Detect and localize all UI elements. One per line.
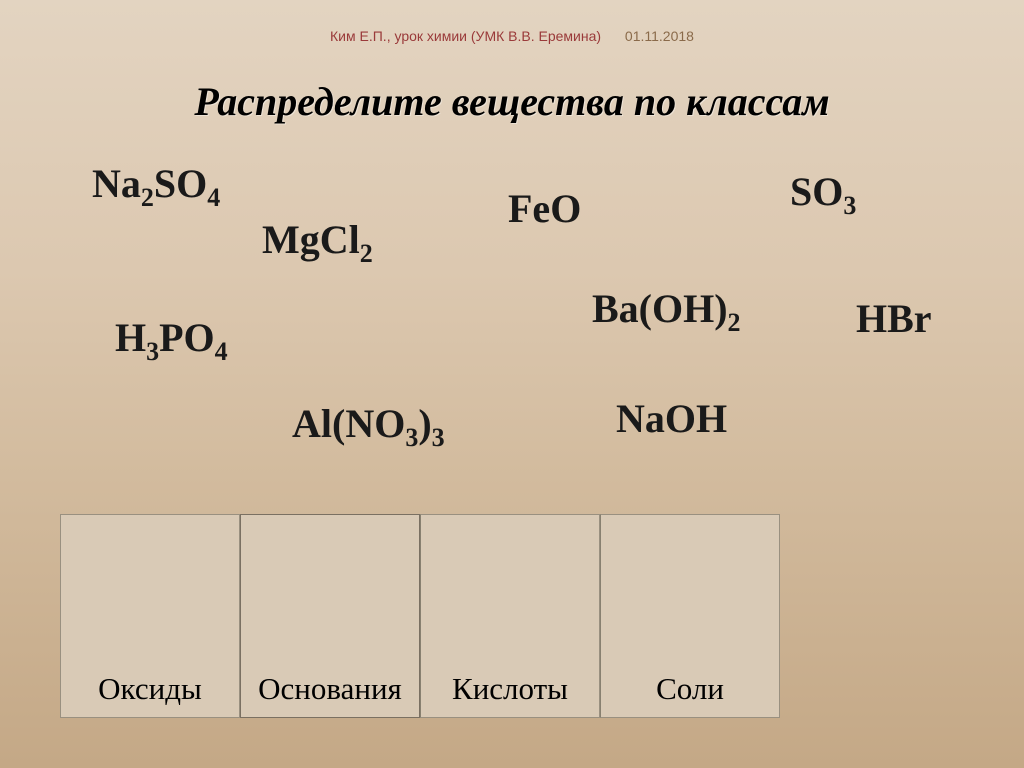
formula-alno33[interactable]: Al(NO3)3 (292, 400, 445, 447)
date-text: 01.11.2018 (625, 28, 694, 44)
header-line: Ким Е.П., урок химии (УМК В.В. Еремина) … (0, 28, 1024, 44)
box-label-acids: Кислоты (421, 671, 599, 707)
page-title: Распределите вещества по классам (0, 78, 1024, 125)
box-acids[interactable]: Кислоты (420, 514, 600, 718)
formula-so3[interactable]: SO3 (790, 168, 856, 215)
formula-mgcl2[interactable]: MgCl2 (262, 216, 373, 263)
formula-baoh2[interactable]: Ba(OH)2 (592, 285, 741, 332)
box-label-salts: Соли (601, 671, 779, 707)
formula-feo[interactable]: FeO (508, 185, 581, 232)
formula-na2so4[interactable]: Na2SO4 (92, 160, 220, 207)
box-bases[interactable]: Основания (240, 514, 420, 718)
formula-h3po4[interactable]: H3PO4 (115, 314, 228, 361)
box-label-oxides: Оксиды (61, 671, 239, 707)
category-boxes: Оксиды Основания Кислоты Соли (60, 514, 780, 718)
box-label-bases: Основания (241, 671, 419, 707)
formula-hbr[interactable]: HBr (856, 295, 932, 342)
formula-naoh[interactable]: NaOH (616, 395, 727, 442)
box-oxides[interactable]: Оксиды (60, 514, 240, 718)
box-salts[interactable]: Соли (600, 514, 780, 718)
author-text: Ким Е.П., урок химии (УМК В.В. Еремина) (330, 28, 601, 44)
